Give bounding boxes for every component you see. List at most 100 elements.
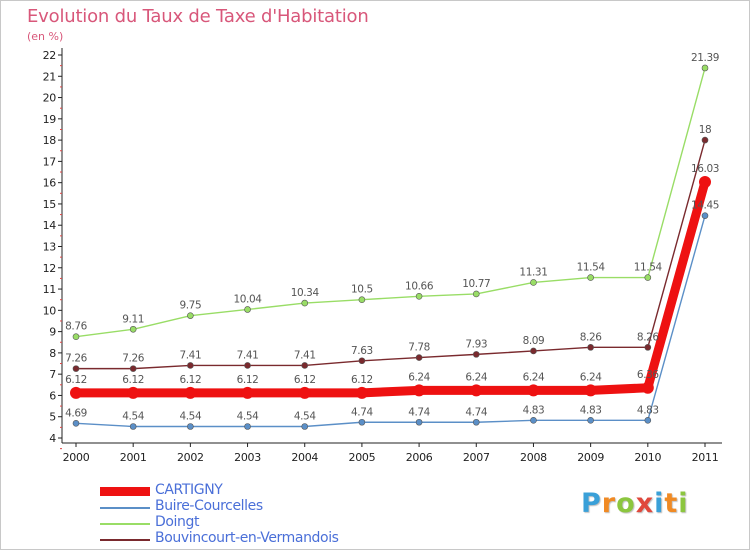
data-label: 10.04 xyxy=(234,293,263,305)
data-point xyxy=(72,333,80,341)
data-label: 7.26 xyxy=(65,353,87,365)
data-label: 14.45 xyxy=(691,200,719,212)
data-label: 6.12 xyxy=(122,374,144,386)
legend-label: Bouvincourt-en-Vermandois xyxy=(155,530,339,546)
data-point xyxy=(244,306,251,313)
legend-label: Doingt xyxy=(155,514,200,530)
data-point xyxy=(701,212,709,219)
data-label: 16.03 xyxy=(691,163,719,175)
data-point xyxy=(470,384,483,397)
y-tick-label: 18 xyxy=(43,134,57,147)
data-point xyxy=(587,417,594,424)
data-label: 4.54 xyxy=(179,411,201,423)
data-label: 6.12 xyxy=(65,374,87,386)
data-label: 4.54 xyxy=(122,411,144,423)
y-tick-label: 7 xyxy=(49,368,56,381)
data-label: 8.09 xyxy=(523,335,545,347)
data-label: 10.5 xyxy=(351,284,373,296)
data-point xyxy=(587,344,594,351)
data-point xyxy=(301,362,309,369)
data-point xyxy=(244,362,251,369)
data-point xyxy=(70,386,82,399)
legend-swatch xyxy=(100,487,150,496)
data-point xyxy=(415,354,423,361)
logo-letter: P xyxy=(581,488,602,519)
data-label: 6.24 xyxy=(408,371,430,383)
legend-label: Buire-Courcelles xyxy=(155,498,263,514)
data-label: 9.11 xyxy=(122,313,144,325)
x-tick-label: 2006 xyxy=(406,451,433,464)
data-point xyxy=(244,423,251,430)
legend-swatch xyxy=(100,539,150,541)
data-label: 11.54 xyxy=(577,262,606,274)
y-tick-label: 6 xyxy=(49,389,56,402)
data-label: 6.24 xyxy=(465,371,487,383)
data-label: 7.41 xyxy=(294,349,316,361)
data-point xyxy=(129,423,137,430)
data-label: 6.36 xyxy=(637,369,659,381)
data-point xyxy=(358,418,366,426)
data-point xyxy=(72,365,80,372)
logo-letter: t xyxy=(664,488,679,519)
data-label: 6.24 xyxy=(523,371,545,383)
data-point xyxy=(641,381,654,394)
x-tick-label: 2000 xyxy=(63,451,90,464)
data-label: 7.93 xyxy=(465,338,487,350)
data-point xyxy=(187,423,194,430)
data-point xyxy=(644,274,652,281)
data-point xyxy=(129,365,137,372)
legend-label: CARTIGNY xyxy=(155,482,223,498)
chart-title: Evolution du Taux de Taxe d'Habitation xyxy=(27,6,369,27)
logo-letter: x xyxy=(635,488,655,519)
y-tick-label: 14 xyxy=(43,219,57,232)
data-point xyxy=(644,344,652,351)
logo-letter: i xyxy=(654,488,665,519)
data-label: 9.75 xyxy=(179,300,201,312)
y-tick-label: 17 xyxy=(43,155,57,168)
data-label: 6.12 xyxy=(351,374,373,386)
data-point xyxy=(472,418,480,426)
y-tick-label: 12 xyxy=(43,262,56,275)
x-tick-label: 2010 xyxy=(634,451,661,464)
y-tick-label: 21 xyxy=(43,70,56,83)
legend-swatch xyxy=(100,523,150,525)
y-tick-label: 16 xyxy=(43,177,57,190)
y-tick-label: 15 xyxy=(43,198,57,211)
series-line-buire-courcelles xyxy=(75,214,706,428)
x-tick-label: 2001 xyxy=(120,451,147,464)
data-point xyxy=(241,386,254,399)
data-label: 7.41 xyxy=(179,349,201,361)
x-tick-label: 2007 xyxy=(463,451,490,464)
legend-swatch xyxy=(100,507,150,509)
data-point xyxy=(527,384,540,397)
data-label: 6.12 xyxy=(179,374,201,386)
data-point xyxy=(415,292,423,300)
data-label: 4.83 xyxy=(637,404,659,416)
data-label: 7.78 xyxy=(408,342,430,354)
y-tick-label: 22 xyxy=(43,49,56,62)
logo-letter: i xyxy=(678,488,689,519)
x-tick-label: 2009 xyxy=(577,451,604,464)
data-label: 4.83 xyxy=(523,404,545,416)
data-label: 8.76 xyxy=(65,321,87,333)
logo-letter: r xyxy=(601,488,617,519)
data-point xyxy=(415,418,423,426)
data-label: 7.63 xyxy=(351,345,373,357)
y-tick-label: 13 xyxy=(43,241,57,254)
data-point xyxy=(413,384,426,397)
data-label: 7.41 xyxy=(237,349,259,361)
data-point xyxy=(701,64,709,72)
data-label: 4.83 xyxy=(580,404,602,416)
data-label: 11.31 xyxy=(519,266,547,278)
data-point xyxy=(701,136,709,144)
data-point xyxy=(355,386,368,399)
data-label: 11.54 xyxy=(634,262,663,274)
data-label: 10.34 xyxy=(291,287,320,299)
x-tick-label: 2005 xyxy=(349,451,376,464)
logo-letter: o xyxy=(616,488,636,519)
data-point xyxy=(301,423,309,430)
data-point xyxy=(187,362,194,369)
x-tick-label: 2004 xyxy=(291,451,318,464)
data-point xyxy=(187,312,194,319)
data-point xyxy=(587,274,594,281)
